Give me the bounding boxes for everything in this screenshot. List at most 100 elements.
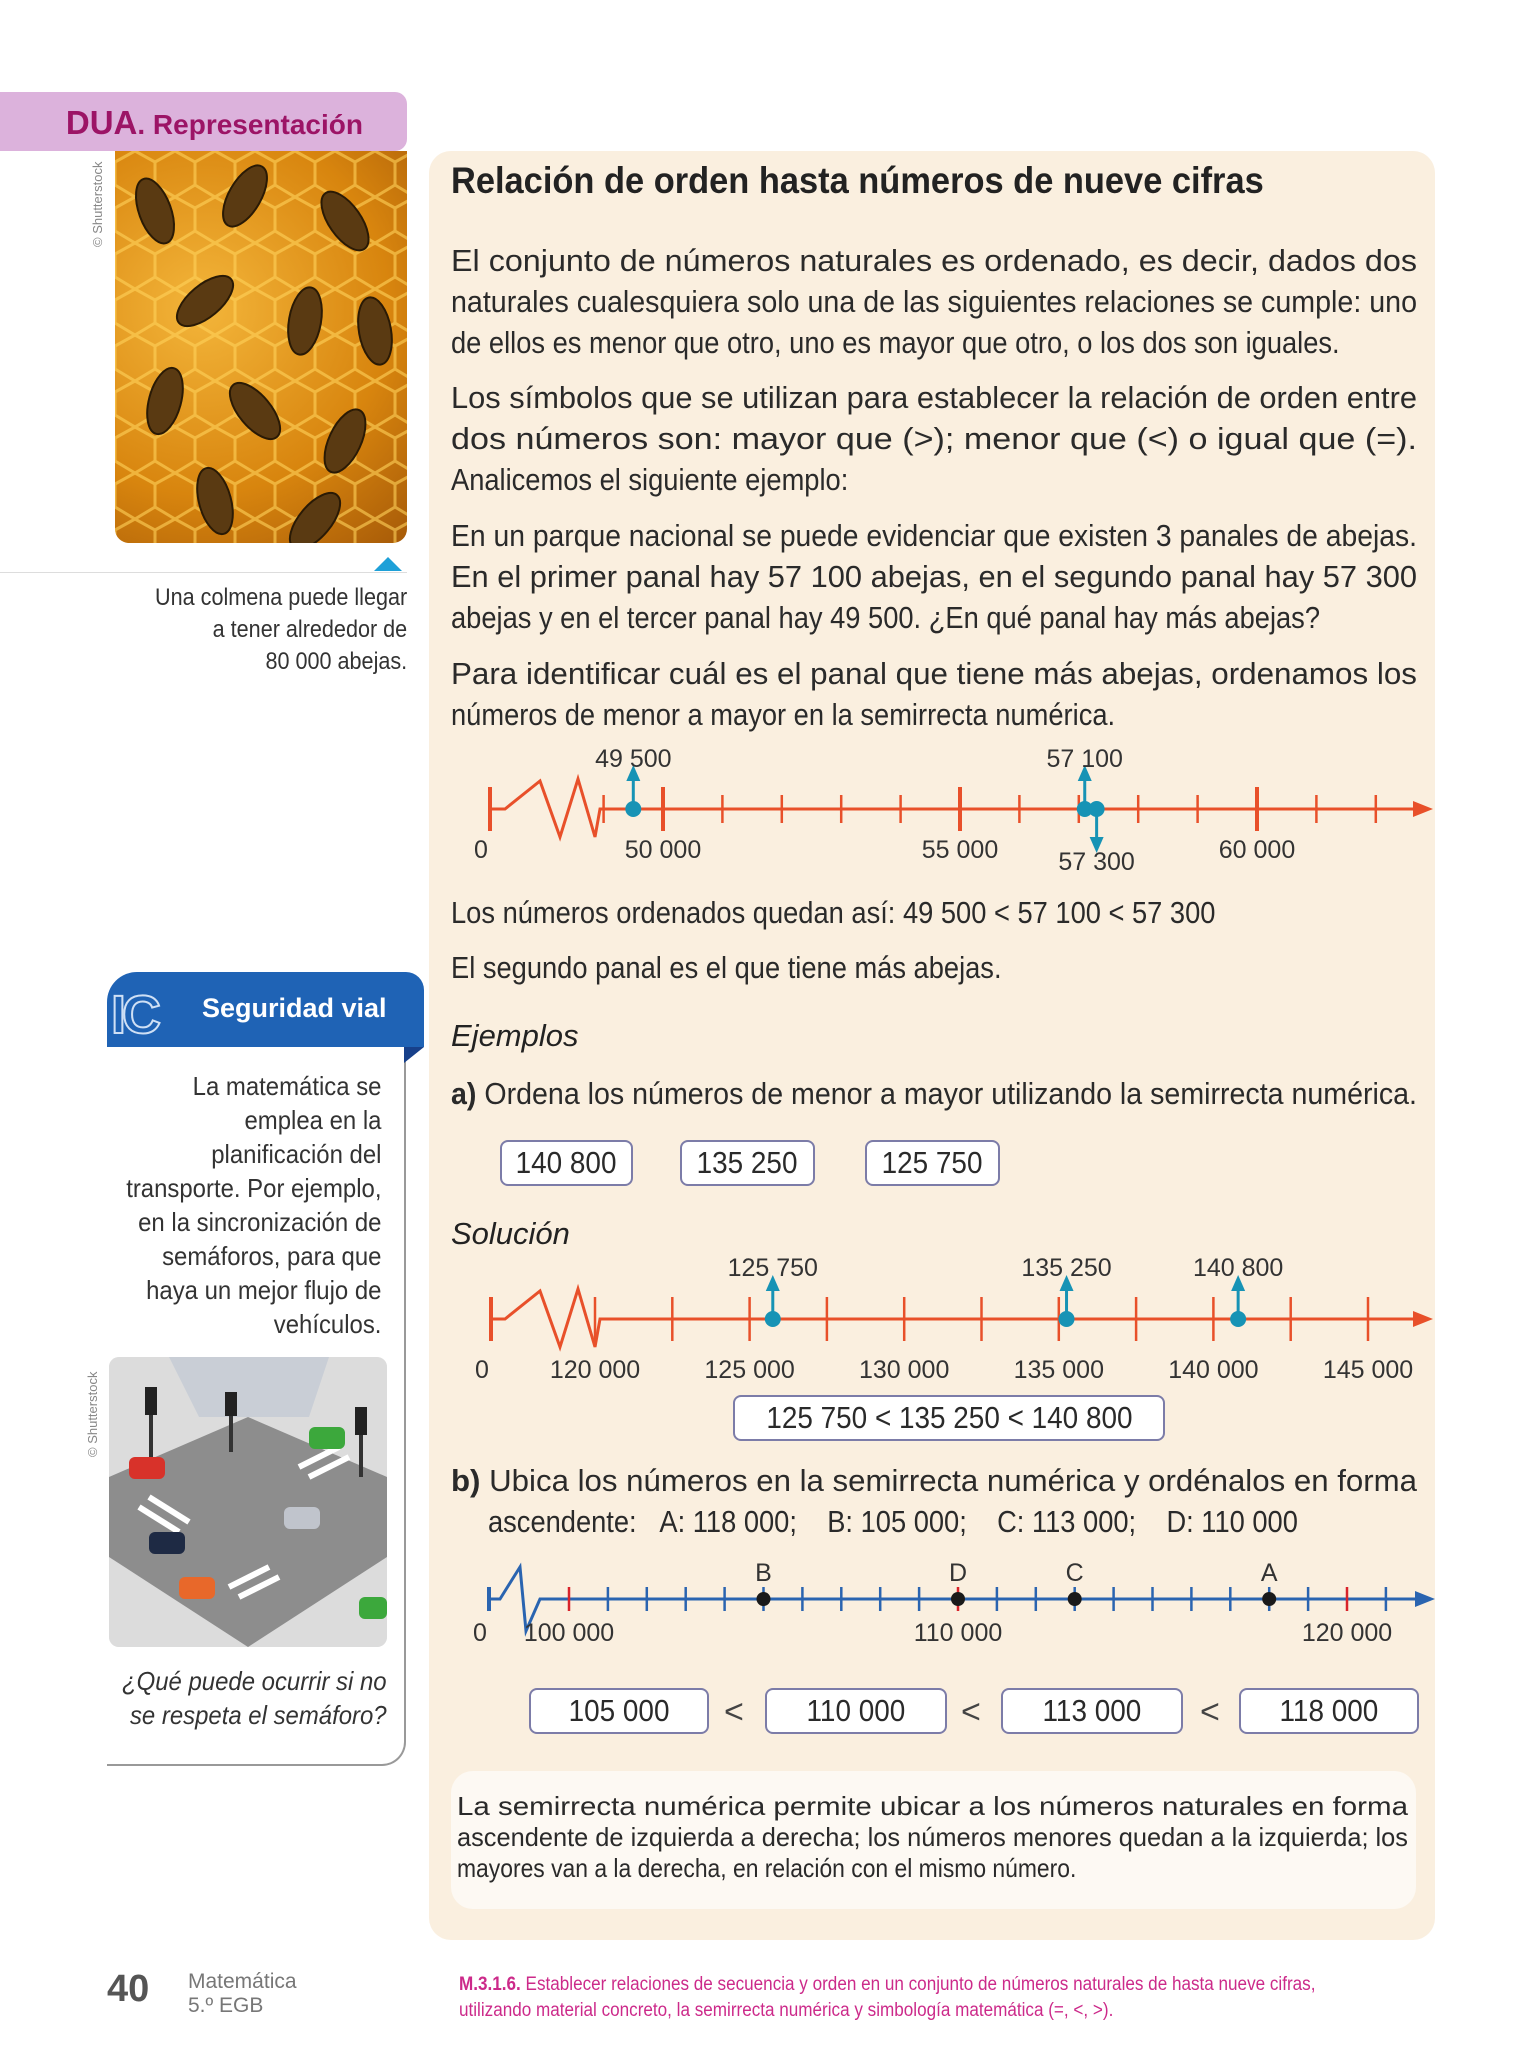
text-line: abejas y en el tercer panal hay 49 500. … <box>451 600 1320 635</box>
text-line: Analicemos el siguiente ejemplo: <box>451 462 849 497</box>
intersection-image <box>109 1357 387 1647</box>
ordered-result: Los números ordenados quedan así: 49 500… <box>451 892 1417 933</box>
caption-line: a tener alrededor de <box>212 616 407 643</box>
less-than-sign: < <box>961 1693 981 1731</box>
standard-text: utilizando material concreto, la semirre… <box>459 2000 1114 2021</box>
number-point <box>1262 1592 1277 1606</box>
bees-illustration <box>115 151 407 543</box>
tick-label: 130 000 <box>859 1356 949 1384</box>
arrow-head-icon <box>1413 801 1433 817</box>
subject-info: Matemática 5.º EGB <box>188 1970 297 2018</box>
number-box: 135 250 <box>680 1140 815 1186</box>
lesson-panel <box>429 151 1435 1940</box>
paragraph-problem: En un parque nacional se puede evidencia… <box>451 515 1417 638</box>
tick-label: 120 000 <box>550 1356 640 1384</box>
curriculum-standard: M.3.1.6. Establecer relaciones de secuen… <box>459 1972 1411 2024</box>
number-point <box>1088 801 1105 817</box>
arrow-head-icon <box>1415 1591 1435 1607</box>
text-line: La matemática se <box>192 1071 381 1101</box>
arrow-up-icon <box>626 765 641 781</box>
answer-box: 105 000 <box>529 1688 709 1734</box>
text-line: transporte. Por ejemplo, <box>125 1173 381 1203</box>
tick-label: 55 000 <box>922 836 998 864</box>
point-label: B <box>755 1559 772 1587</box>
number-point <box>764 1311 781 1327</box>
point-label: 57 100 <box>1047 745 1123 773</box>
tick-label: 50 000 <box>625 836 701 864</box>
point-label: D <box>949 1559 967 1587</box>
note-text: La semirrecta numérica permite ubicar a … <box>457 1791 1408 1884</box>
point-label: 57 300 <box>1058 848 1134 876</box>
dua-bold: DUA <box>65 104 138 141</box>
text-line: planificación del <box>210 1139 381 1169</box>
standard-code: M.3.1.6. <box>459 1974 521 1995</box>
text-line: Los símbolos que se utilizan para establ… <box>451 380 1417 415</box>
text-line: semáforos, para que <box>161 1241 381 1271</box>
dua-banner: DUA. Representación <box>0 92 407 151</box>
note-box <box>451 1771 1416 1909</box>
tick-label: 145 000 <box>1323 1356 1413 1384</box>
arrow-down-icon <box>1089 837 1104 853</box>
answer-box: 110 000 <box>765 1688 947 1734</box>
point-label: A <box>1261 1559 1278 1587</box>
text-line: de ellos es menor que otro, uno es mayor… <box>451 325 1340 360</box>
point-label: 125 750 <box>728 1254 818 1282</box>
number-point <box>1058 1311 1075 1327</box>
question-line: ¿Qué puede ocurrir si no <box>122 1666 387 1696</box>
answer-box: 113 000 <box>1001 1688 1183 1734</box>
text-line: números de menor a mayor en la semirrect… <box>451 697 1116 732</box>
text-line: El segundo panal es el que tiene más abe… <box>451 950 1002 985</box>
text-line: en la sincronización de <box>137 1207 381 1237</box>
caption-line: 80 000 abejas. <box>265 648 407 675</box>
number-box: 140 800 <box>500 1140 633 1186</box>
examples-heading: Ejemplos <box>451 1018 579 1053</box>
grade: 5.º EGB <box>188 1994 264 2017</box>
answer-box: 118 000 <box>1239 1688 1419 1734</box>
text-line: ascendente de izquierda a derecha; los n… <box>457 1822 1408 1852</box>
tick-label: 125 000 <box>704 1356 794 1384</box>
text-line: La semirrecta numérica permite ubicar a … <box>457 1791 1408 1821</box>
question-line: se respeta el semáforo? <box>130 1700 387 1730</box>
text-line: naturales cualesquiera solo una de las s… <box>451 284 1417 319</box>
text-line: En un parque nacional se puede evidencia… <box>451 518 1417 553</box>
seguridad-vial-card <box>107 1047 406 1766</box>
caption-pointer-icon <box>374 557 402 571</box>
tick-label: 140 000 <box>1168 1356 1258 1384</box>
arrow-up-icon <box>1231 1275 1246 1291</box>
less-than-sign: < <box>1200 1693 1220 1731</box>
arrow-up-icon <box>765 1275 780 1291</box>
paragraph-method: Para identificar cuál es el panal que ti… <box>451 653 1417 735</box>
tick-label: 0 <box>475 1356 489 1384</box>
tick-label: 120 000 <box>1302 1619 1392 1647</box>
number-box: 125 750 <box>865 1140 1000 1186</box>
bees-image <box>115 151 407 543</box>
text-line: a) Ordena los números de menor a mayor u… <box>451 1073 1417 1114</box>
tick-label: 60 000 <box>1219 836 1295 864</box>
seguridad-vial-header: IC <box>107 972 424 1047</box>
subject: Matemática <box>188 1970 297 1993</box>
lesson-title: Relación de orden hasta números de nueve… <box>451 160 1264 201</box>
solution-result-box: 125 750 < 135 250 < 140 800 <box>733 1395 1165 1441</box>
text-line: Los números ordenados quedan así: 49 500… <box>451 895 1216 930</box>
arrow-up-icon <box>1059 1275 1074 1291</box>
example-b-label: b) <box>451 1463 481 1498</box>
seguridad-vial-title: Seguridad vial <box>202 993 387 1023</box>
standard-text: Establecer relaciones de secuencia y ord… <box>520 1974 1316 1995</box>
seguridad-vial-text: La matemática se emplea en la planificac… <box>104 1069 381 1341</box>
text-line: dos números son: mayor que (>); menor qu… <box>451 421 1417 456</box>
seguridad-question: ¿Qué puede ocurrir si no se respeta el s… <box>99 1664 387 1732</box>
number-point <box>1076 801 1093 817</box>
tick-label: 100 000 <box>524 1619 614 1647</box>
point-label: 140 800 <box>1193 1254 1283 1282</box>
arrow-up-icon <box>1077 765 1092 781</box>
example-b-prompt: b) Ubica los números en la semirrecta nu… <box>451 1460 1417 1542</box>
point-label: 49 500 <box>595 745 671 773</box>
example-a-prompt: a) Ordena los números de menor a mayor u… <box>451 1073 1417 1114</box>
tick-label: 0 <box>474 836 488 864</box>
dua-title: DUA. Representación <box>66 104 363 142</box>
page-number: 40 <box>107 1968 150 2010</box>
solution-heading: Solución <box>451 1216 570 1251</box>
arrow-head-icon <box>1413 1311 1433 1327</box>
example-a-text: Ordena los números de menor a mayor util… <box>484 1076 1417 1111</box>
